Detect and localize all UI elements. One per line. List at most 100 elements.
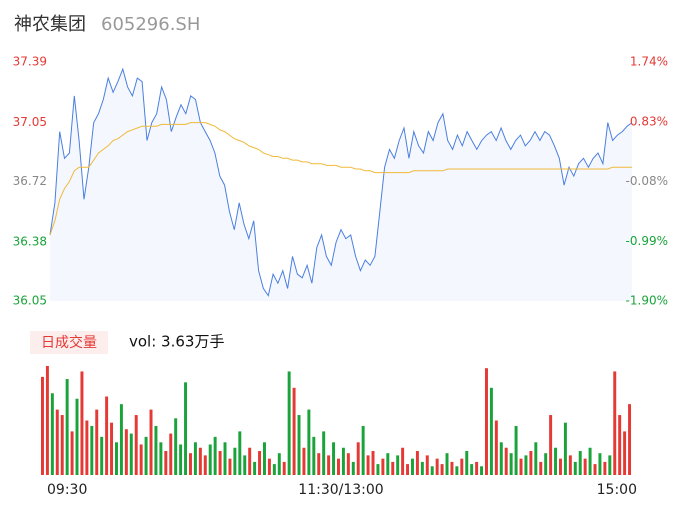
volume-bar xyxy=(80,371,84,475)
volume-bar xyxy=(105,396,109,475)
volume-bar xyxy=(198,447,202,475)
volume-bar xyxy=(193,442,197,475)
volume-bar xyxy=(524,455,528,475)
volume-bar xyxy=(346,453,350,475)
volume-bar xyxy=(445,453,449,475)
volume-bar xyxy=(124,429,128,475)
volume-bar xyxy=(544,453,548,475)
volume-bar xyxy=(233,447,237,475)
volume-bar xyxy=(494,420,498,475)
volume-bar xyxy=(425,455,429,475)
volume-bar xyxy=(568,455,572,475)
volume-bar xyxy=(386,453,390,475)
volume-bar xyxy=(322,431,326,475)
volume-bar xyxy=(144,436,148,475)
volume-bar xyxy=(460,458,464,475)
volume-bar xyxy=(519,458,523,475)
volume-bar xyxy=(184,382,188,475)
y2-tick-label: -0.99% xyxy=(626,234,668,248)
volume-bar xyxy=(499,442,503,475)
volume-bar xyxy=(110,422,114,475)
volume-bar xyxy=(376,464,380,475)
volume-bar xyxy=(115,442,118,475)
volume-bar xyxy=(361,425,365,475)
legend-label: 日成交量 xyxy=(41,334,97,351)
volume-bar xyxy=(75,398,79,475)
volume-bar xyxy=(489,387,493,475)
volume-bar xyxy=(129,433,133,475)
volume-bar xyxy=(529,451,533,475)
volume-bar xyxy=(45,366,49,475)
volume-bar xyxy=(351,461,355,475)
volume-bar xyxy=(179,444,183,475)
volume-bar xyxy=(391,461,395,475)
volume-bar xyxy=(420,461,424,475)
price-area xyxy=(50,69,632,301)
volume-bar xyxy=(65,379,69,475)
volume-bar xyxy=(100,436,104,475)
volume-bar xyxy=(95,409,99,475)
volume-bar xyxy=(282,461,286,475)
volume-bar xyxy=(455,466,459,475)
x-tick-label: 15:00 xyxy=(597,482,637,498)
volume-bar xyxy=(263,442,266,475)
y-tick-label: 37.05 xyxy=(13,115,47,129)
volume-bar xyxy=(450,461,454,475)
volume-bar xyxy=(85,420,89,475)
volume-bar xyxy=(208,444,212,475)
volume-bar xyxy=(534,442,538,475)
volume-bar xyxy=(598,453,602,475)
price-line xyxy=(49,67,633,297)
volume-bar xyxy=(430,466,434,475)
y2-tick-label: -1.90% xyxy=(626,294,668,308)
volume-bar xyxy=(559,458,562,475)
volume-bar xyxy=(203,455,207,475)
volume-bar xyxy=(504,447,508,475)
volume-bar xyxy=(307,409,311,475)
volume-bar xyxy=(159,442,163,475)
volume-bar xyxy=(396,455,400,475)
volume-bar xyxy=(164,451,168,475)
y2-tick-label: 0.83% xyxy=(630,114,668,128)
volume-bar xyxy=(267,458,271,475)
volume-bar xyxy=(287,371,291,475)
volume-bar xyxy=(411,458,414,475)
volume-bar xyxy=(381,458,385,475)
volume-bar xyxy=(475,461,479,475)
volume-bar xyxy=(366,455,370,475)
volume-bar xyxy=(149,409,153,475)
y2-tick-label: -0.08% xyxy=(626,174,668,188)
volume-bar xyxy=(317,453,321,475)
volume-bar xyxy=(277,453,281,475)
y2-tick-label: 1.74% xyxy=(630,55,668,69)
volume-bar xyxy=(618,415,622,475)
volume-bar xyxy=(332,442,336,475)
y-tick-label: 36.38 xyxy=(13,235,47,249)
volume-bar xyxy=(302,447,306,475)
volume-bar xyxy=(189,453,192,475)
volume-bar xyxy=(465,451,469,475)
volume-bar xyxy=(401,447,405,475)
volume-bar xyxy=(341,447,345,475)
volume-bar xyxy=(169,433,173,475)
volume-bar xyxy=(549,415,553,475)
y-tick-label: 36.72 xyxy=(13,174,47,188)
volume-bar xyxy=(470,464,474,475)
volume-bar xyxy=(292,387,296,475)
average-line xyxy=(49,122,632,236)
volume-bar xyxy=(608,455,612,475)
volume-bar xyxy=(253,461,257,475)
volume-bar xyxy=(154,425,158,475)
volume-bar xyxy=(174,418,178,475)
volume-bar xyxy=(480,466,484,475)
stock-name: 神农集团 xyxy=(14,14,86,35)
volume-bar xyxy=(134,415,138,475)
volume-bar xyxy=(297,415,301,475)
volume-bar xyxy=(41,376,44,475)
volume-bar xyxy=(435,458,439,475)
volume-bar xyxy=(238,431,242,475)
stock-code: 605296.SH xyxy=(101,14,200,35)
legend-box xyxy=(30,331,108,354)
volume-bar xyxy=(356,442,360,475)
